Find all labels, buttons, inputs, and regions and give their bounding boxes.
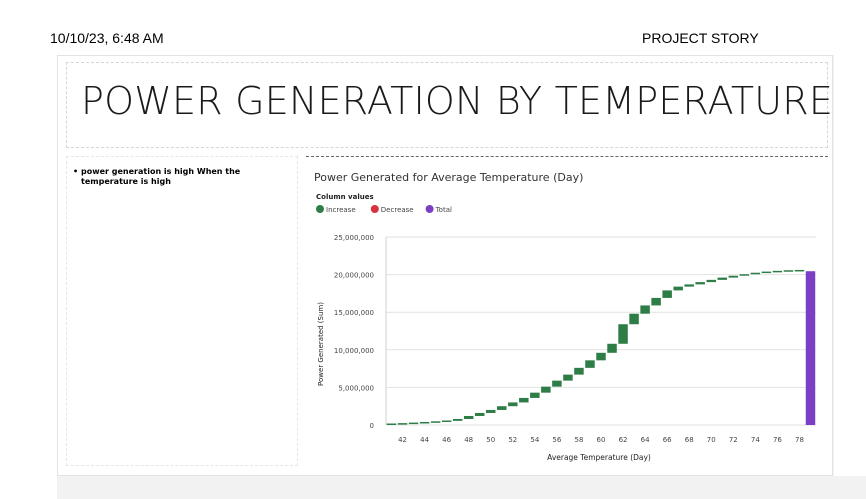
y-tick-label: 0 <box>370 422 374 430</box>
waterfall-bar <box>794 269 805 272</box>
y-tick-label: 20,000,000 <box>334 272 374 280</box>
waterfall-bar <box>739 274 750 276</box>
x-tick-label: 58 <box>574 436 583 444</box>
waterfall-bar <box>408 422 419 425</box>
waterfall-bar <box>497 406 507 410</box>
waterfall-bar <box>607 343 617 353</box>
x-tick-label: 74 <box>751 436 760 444</box>
legend-swatch-decrease <box>370 205 379 213</box>
print-header: 10/10/23, 6:48 AM PROJECT STORY <box>0 30 866 50</box>
waterfall-bar <box>596 352 606 361</box>
chart-title: Power Generated for Average Temperature … <box>314 171 583 184</box>
legend-label-total: Total <box>435 206 452 214</box>
waterfall-bar <box>629 313 639 325</box>
waterfall-bar <box>761 271 772 274</box>
waterfall-bar <box>662 290 672 298</box>
waterfall-bar <box>618 324 628 344</box>
y-gridlines <box>385 236 816 426</box>
y-tick-label: 10,000,000 <box>334 347 374 355</box>
waterfall-bar <box>386 423 397 425</box>
waterfall-chart: Power Generated for Average Temperature … <box>314 171 816 462</box>
bullet-item: • power generation is high When the temp… <box>73 167 281 187</box>
waterfall-bar <box>563 374 573 381</box>
x-tick-label: 76 <box>773 436 782 444</box>
waterfall-bar <box>574 367 584 375</box>
print-datetime: 10/10/23, 6:48 AM <box>50 30 164 46</box>
bullet-text: power generation is high When the temper… <box>81 167 241 186</box>
legend-swatch-total <box>425 205 434 213</box>
waterfall-bar <box>419 421 430 424</box>
print-title: PROJECT STORY <box>642 30 759 46</box>
x-tick-label: 62 <box>619 436 628 444</box>
waterfall-bar <box>728 275 739 278</box>
waterfall-bar <box>640 305 650 314</box>
x-tick-label: 72 <box>729 436 738 444</box>
slide: POWER GENERATION BY TEMPERATURE • power … <box>57 55 866 499</box>
waterfall-bar <box>530 392 540 398</box>
waterfall-bar <box>430 421 441 423</box>
x-tick-label: 56 <box>552 436 561 444</box>
x-tick-label: 42 <box>398 436 407 444</box>
waterfall-bar <box>508 402 518 407</box>
x-tick-label: 52 <box>508 436 517 444</box>
y-axis-label: Power Generated (Sum) <box>317 302 325 386</box>
waterfall-bar <box>541 386 551 393</box>
x-tick-label: 70 <box>707 436 716 444</box>
y-axis-ticks: 0 5,000,000 10,000,000 15,000,000 20,000,000… <box>334 234 374 430</box>
waterfall-bar <box>519 397 529 403</box>
waterfall-bar <box>684 284 694 287</box>
chart-panel: Power Generated for Average Temperature … <box>306 156 828 475</box>
waterfall-bar <box>441 420 452 422</box>
waterfall-bar <box>673 286 683 291</box>
waterfall-bar <box>397 423 408 425</box>
x-tick-label: 48 <box>464 436 473 444</box>
y-tick-label: 15,000,000 <box>334 309 374 317</box>
bullet-dot-icon: • <box>73 167 79 176</box>
x-tick-label: 66 <box>663 436 672 444</box>
legend-swatch-increase <box>316 205 324 213</box>
waterfall-bars <box>386 269 816 425</box>
waterfall-bar <box>772 270 783 273</box>
x-tick-label: 68 <box>685 436 694 444</box>
x-tick-label: 60 <box>597 436 606 444</box>
waterfall-bar <box>717 277 728 280</box>
x-tick-label: 54 <box>530 436 539 444</box>
y-tick-label: 5,000,000 <box>338 384 374 392</box>
waterfall-bar <box>750 272 761 275</box>
x-tick-label: 46 <box>442 436 451 444</box>
legend-label-increase: Increase <box>326 206 356 214</box>
chart-legend: Increase Decrease Total <box>316 205 452 214</box>
x-tick-label: 78 <box>795 436 804 444</box>
waterfall-bar <box>585 360 595 368</box>
text-placeholder: • power generation is high When the temp… <box>66 156 298 466</box>
x-axis-ticks: 42 44 46 48 50 52 54 56 58 60 62 64 66 68 70 72 74 76 78 <box>398 436 804 444</box>
slide-edge <box>834 55 866 476</box>
x-tick-label: 50 <box>486 436 495 444</box>
waterfall-bar <box>463 415 474 419</box>
waterfall-bar <box>706 279 716 283</box>
waterfall-bar <box>552 380 562 387</box>
legend-label-decrease: Decrease <box>381 206 414 214</box>
x-axis-label: Average Temperature (Day) <box>547 453 651 462</box>
title-placeholder: POWER GENERATION BY TEMPERATURE <box>66 62 833 148</box>
waterfall-bar <box>783 270 794 272</box>
total-bar <box>805 271 816 425</box>
waterfall-bar <box>486 409 496 413</box>
y-tick-label: 25,000,000 <box>334 234 374 242</box>
x-tick-label: 44 <box>420 436 429 444</box>
waterfall-bar <box>695 282 705 285</box>
waterfall-bar <box>452 418 463 421</box>
waterfall-bar <box>474 412 485 416</box>
slide-canvas: POWER GENERATION BY TEMPERATURE • power … <box>57 55 833 476</box>
x-tick-label: 64 <box>641 436 650 444</box>
legend-title: Column values <box>316 193 374 201</box>
slide-title: POWER GENERATION BY TEMPERATURE <box>81 79 834 123</box>
waterfall-bar <box>651 297 661 306</box>
